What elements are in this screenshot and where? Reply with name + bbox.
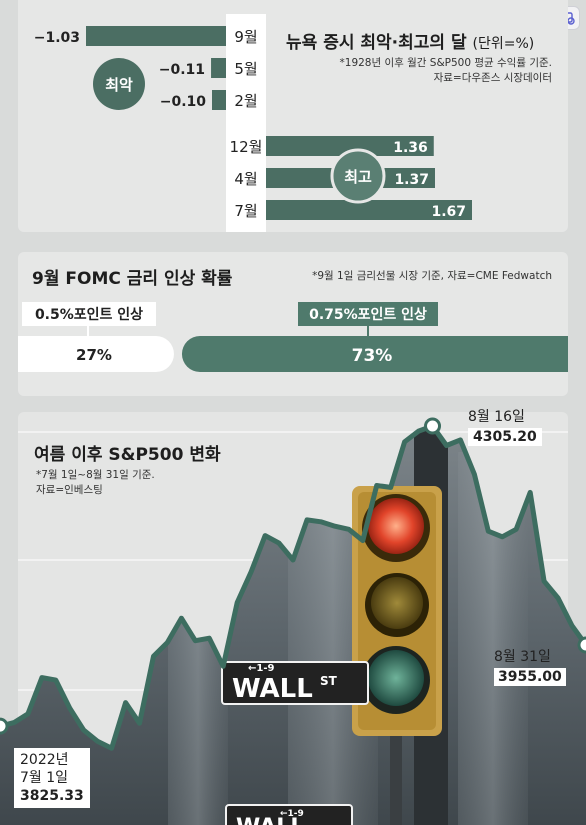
line-markers	[0, 417, 586, 735]
bar-0.75pt-edge	[546, 336, 568, 372]
end-marker	[577, 636, 586, 654]
bar-value-label: −0.11	[159, 62, 205, 78]
worst-badge-label: 최악	[105, 76, 133, 94]
panel2-note: *9월 1일 금리선물 시장 기준, 자료=CME Fedwatch	[312, 270, 552, 282]
bar	[266, 136, 434, 156]
panel3-note-line2: 자료=인베스팅	[36, 484, 103, 496]
best-badge	[330, 148, 386, 204]
bar	[86, 26, 226, 46]
start-date1: 2022년	[20, 752, 69, 768]
value-label-27: 27%	[76, 346, 112, 364]
month-label: 12월	[230, 138, 263, 156]
sp500-line	[0, 423, 586, 751]
month-label: 2월	[234, 92, 257, 110]
start-date2: 7월 1일	[20, 770, 69, 786]
sign2-number: ←1-9	[280, 809, 304, 819]
panel1-unit: (단위=%)	[472, 36, 535, 52]
tag-0.5pt	[22, 302, 156, 326]
bar-0.5pt-edge	[18, 336, 38, 372]
peak-label: 8월 16일 4305.20	[468, 406, 542, 446]
start-marker	[0, 717, 9, 735]
bar-value-label: 1.67	[431, 204, 466, 220]
month-label: 9월	[234, 28, 257, 46]
sign-wall-text: WALL	[232, 674, 313, 704]
start-value: 3825.33	[20, 788, 84, 804]
green-light	[368, 650, 424, 706]
end-date: 8월 31일	[494, 649, 551, 665]
category-label: 0.75%포인트 인상	[309, 306, 427, 323]
panel1-note: *1928년 이후 월간 S&P500 평균 수익률 기준. 자료=다우존스 시…	[340, 56, 552, 86]
panel3-note: *7월 1일~8월 31일 기준. 자료=인베스팅	[36, 468, 155, 498]
bar-value-label: −0.10	[160, 94, 207, 110]
month-label: 7월	[234, 202, 257, 220]
peak-date: 8월 16일	[468, 409, 525, 425]
panel1-title: 뉴욕 증시 최악·최고의 달 (단위=%)	[286, 33, 535, 53]
bar-value-label: −1.03	[34, 30, 80, 46]
start-label: 2022년 7월 1일 3825.33	[14, 748, 90, 808]
tag-0.75pt	[298, 302, 438, 326]
end-value: 3955.00	[494, 668, 566, 686]
end-label: 8월 31일 3955.00	[494, 646, 566, 686]
bar-value-label: 1.36	[393, 140, 428, 156]
peak-value: 4305.20	[468, 428, 542, 446]
best-worst-months-panel: 9월 −1.03 5월 −0.11 2월 −0.10 12월 1.36 4월 1.37 7월 1.67…	[18, 0, 568, 232]
sp500-line-chart: ←1-9 WALL ST ←1-9 WALL	[0, 417, 586, 825]
bar-0.5pt	[18, 336, 174, 372]
sp500-summer-panel: ←1-9 WALL ST ←1-9 WALL 여름 이후 S&P500 변화 *…	[0, 409, 586, 825]
panel1-note-line1: *1928년 이후 월간 S&P500 평균 수익률 기준.	[339, 57, 552, 69]
yellow-light	[371, 577, 423, 629]
month-label: 4월	[234, 170, 257, 188]
bar-value-label: 1.37	[394, 172, 429, 188]
red-light	[368, 498, 424, 554]
sign-number: ←1-9	[248, 663, 274, 674]
panel1-note-line2: 자료=다우존스 시장데이터	[433, 72, 552, 84]
panel2-title: 9월 FOMC 금리 인상 확률	[32, 269, 233, 289]
month-column	[226, 14, 266, 232]
traffic-light	[352, 486, 442, 736]
sign2-wall-text: WALL	[236, 815, 304, 825]
month-label: 5월	[234, 60, 257, 78]
bar	[212, 90, 226, 110]
fomc-probability-panel: 9월 FOMC 금리 인상 확률 *9월 1일 금리선물 시장 기준, 자료=C…	[18, 252, 568, 396]
worst-badge	[93, 58, 145, 110]
bar	[266, 200, 472, 220]
category-label: 0.5%포인트 인상	[35, 306, 143, 323]
best-badge-label: 최고	[344, 168, 372, 186]
peak-marker	[424, 417, 442, 435]
sign-st-text: ST	[320, 674, 338, 688]
wall-st-sign: ←1-9 WALL ST ←1-9 WALL	[221, 661, 369, 825]
value-label-73: 73%	[352, 346, 393, 366]
panel3-title: 여름 이후 S&P500 변화	[34, 445, 221, 465]
panel3-note-line1: *7월 1일~8월 31일 기준.	[36, 469, 155, 481]
bar-0.75pt	[181, 336, 566, 372]
fomc-probability-chart: 27% 73% 0.5%포인트 인상 0.75%포인트 인상	[18, 302, 568, 372]
bar	[211, 58, 226, 78]
best-worst-months-chart: 9월 −1.03 5월 −0.11 2월 −0.10 12월 1.36 4월 1.37 7월 1.67…	[34, 14, 472, 232]
